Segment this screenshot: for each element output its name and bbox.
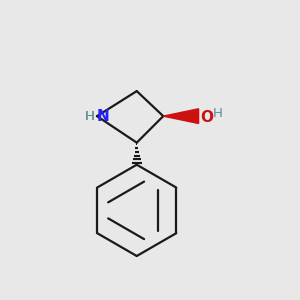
- Text: O: O: [200, 110, 213, 125]
- Text: H: H: [85, 110, 95, 123]
- Polygon shape: [163, 109, 199, 124]
- Text: –: –: [95, 110, 101, 120]
- Text: H: H: [213, 107, 223, 120]
- Text: N: N: [97, 109, 110, 124]
- Text: H: H: [85, 110, 94, 123]
